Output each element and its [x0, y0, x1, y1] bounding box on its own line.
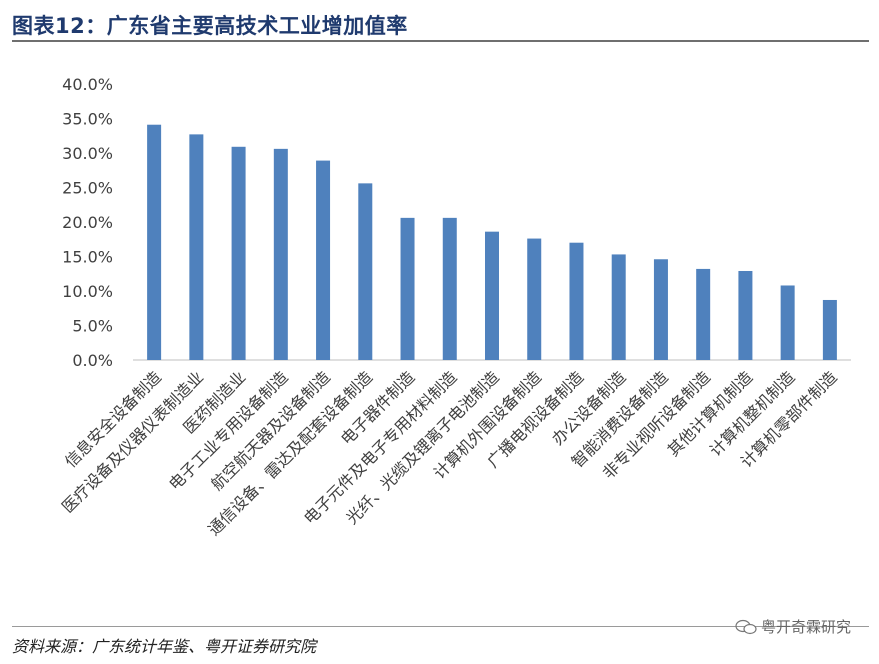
bar	[738, 270, 753, 360]
bar	[485, 231, 499, 360]
bar	[611, 254, 626, 360]
bar	[569, 242, 584, 360]
wechat-icon	[735, 619, 757, 634]
bar	[400, 217, 415, 360]
bar	[316, 160, 331, 360]
bar	[653, 259, 668, 360]
footer-divider	[12, 626, 869, 627]
bar	[822, 299, 837, 360]
watermark: 粤开奇霖研究	[735, 616, 851, 637]
x-axis-tick-labels: 信息安全设备制造医疗设备及仪器仪表制造业医药制造业电子工业专用设备制造航空航天器…	[58, 367, 841, 539]
bar-series	[147, 124, 837, 361]
bar	[189, 134, 204, 360]
bar	[442, 217, 457, 360]
title-divider	[12, 40, 869, 42]
y-tick-label: 25.0%	[62, 179, 113, 198]
figure-title: 图表12：广东省主要高技术工业增加值率	[12, 14, 408, 38]
y-axis-tick-labels: 0.0% 5.0% 10.0% 15.0% 20.0% 25.0% 30.0% 35.0% 40…	[62, 75, 113, 370]
bar	[527, 238, 542, 360]
bar	[231, 146, 246, 360]
y-tick-label: 35.0%	[62, 110, 113, 129]
bar	[780, 285, 795, 360]
y-tick-label: 30.0%	[62, 144, 113, 163]
y-tick-label: 15.0%	[62, 248, 113, 267]
y-tick-label: 5.0%	[72, 317, 113, 336]
y-tick-label: 10.0%	[62, 282, 113, 301]
y-tick-label: 20.0%	[62, 213, 113, 232]
bar	[358, 183, 373, 360]
y-tick-label: 40.0%	[62, 75, 113, 94]
bar	[696, 268, 711, 360]
source-note: 资料来源：广东统计年鉴、粤开证券研究院	[12, 637, 317, 656]
watermark-text: 粤开奇霖研究	[760, 618, 851, 636]
y-tick-label: 0.0%	[72, 351, 113, 370]
bar	[147, 124, 162, 361]
bar	[273, 148, 288, 360]
